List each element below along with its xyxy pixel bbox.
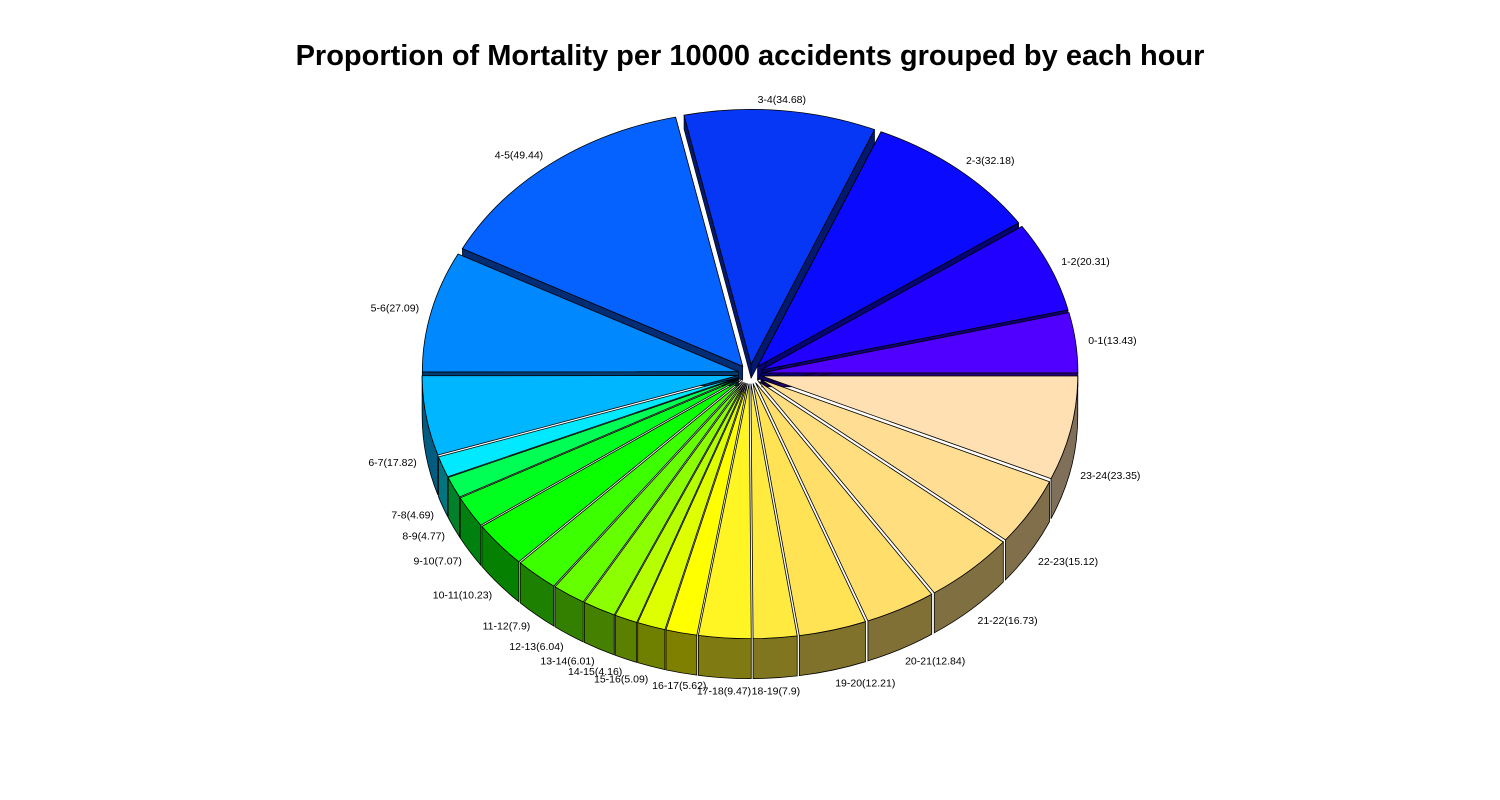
pie-labels: 0-1(13.43) 1-2(20.31) 2-3(32.18) 3-4(34.68)… [368,94,1140,697]
slice-label: 4-5(49.44) [495,149,543,161]
slice-label: 21-22(16.73) [978,615,1038,627]
slice-label: 5-6(27.09) [371,303,419,315]
pie-slice [459,378,740,526]
pie-slice [665,383,748,636]
pie-slice [756,131,1020,368]
pie-slice [761,375,1079,480]
slice-label: 8-9(4.77) [402,530,445,542]
slice-label: 15-16(5.09) [594,673,648,685]
slice-label: 0-1(13.43) [1088,335,1136,347]
pie-slice [760,225,1069,371]
slice-label: 12-13(6.04) [509,641,563,653]
slice-label: 1-2(20.31) [1061,256,1109,268]
pie-slice [760,378,1051,541]
slice-side [614,614,638,663]
pie-slice [755,382,933,622]
slice-label: 10-11(10.23) [433,589,492,601]
slice-label: 9-10(7.07) [413,556,461,568]
pie-tops [421,108,1079,640]
chart-title: Proportion of Mortality per 10000 accide… [295,40,1205,72]
slice-label: 11-12(7.9) [483,620,531,632]
slice-label: 18-19(7.9) [752,685,800,697]
pie-slice [481,379,742,563]
pie-slice [583,382,745,616]
slice-label: 2-3(32.18) [966,155,1014,167]
pie-slice [637,383,747,631]
pie-slice [421,375,739,456]
slice-side [637,622,666,671]
pie-slice [421,253,739,373]
slice-label: 16-17(5.62) [652,680,706,692]
slice-label: 3-4(34.68) [758,94,806,106]
pie-slice [757,380,1004,594]
slice-label: 7-8(4.69) [391,509,434,521]
slice-label: 19-20(12.21) [835,677,895,689]
pie-slice [614,382,746,623]
pie-slice [437,377,739,478]
slice-side [752,635,798,680]
slice-label: 23-24(23.35) [1080,470,1140,482]
pie-slice [697,383,752,640]
slice-label: 20-21(12.84) [905,656,965,668]
pie-slice [683,108,876,366]
pie-slice [752,383,866,637]
pie-slice [519,381,743,587]
pie-slice [750,383,798,640]
slice-label: 6-7(17.82) [368,457,416,469]
slice-label: 14-15(4.16) [568,666,622,678]
slice-side [665,629,698,676]
pie-slice [554,381,744,603]
pie-slice [447,377,740,498]
slice-label: 13-14(6.01) [540,656,594,668]
slice-label: 22-23(15.12) [1038,556,1098,568]
slice-side [697,634,752,680]
pie-slice [461,116,744,367]
slice-label: 17-18(9.47) [697,685,751,697]
pie-slice [761,312,1079,374]
